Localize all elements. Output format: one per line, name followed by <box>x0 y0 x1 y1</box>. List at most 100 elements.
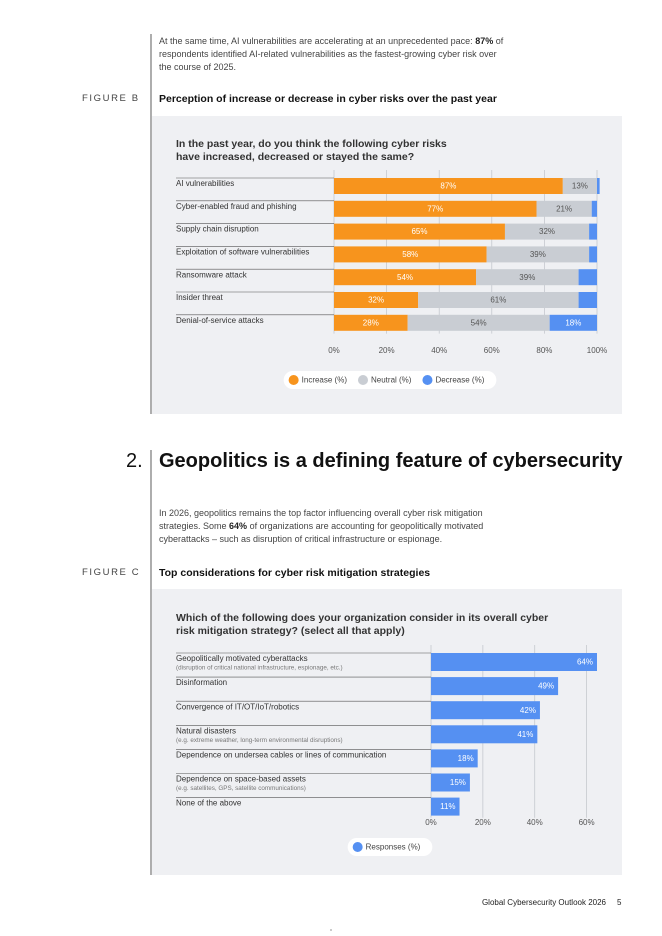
data-label: 32% <box>539 227 555 236</box>
legend-label: Increase (%) <box>302 376 348 385</box>
bar-segment <box>334 314 408 331</box>
data-label: 39% <box>519 273 535 282</box>
bar-segment <box>562 178 597 194</box>
text: of organizations are accounting for geop… <box>159 521 484 544</box>
figure-title: Perception of increase or decrease in cy… <box>159 93 497 105</box>
page-number: 5 <box>617 898 622 907</box>
category-label: Natural disasters <box>176 726 236 735</box>
data-label: 87% <box>440 182 456 191</box>
figure-label: FIGURE B <box>82 93 140 104</box>
category-label: Cyber-enabled fraud and phishing <box>176 202 297 211</box>
legend: Responses (%) <box>347 838 433 856</box>
bar-segment <box>431 677 559 696</box>
data-label: 54% <box>397 273 413 282</box>
legend-swatch <box>358 375 368 385</box>
data-label: 21% <box>556 204 572 213</box>
bar-segment <box>334 292 419 308</box>
bar-segment <box>431 773 470 792</box>
data-label: 61% <box>490 296 506 305</box>
bar-segment <box>597 178 600 194</box>
category-label: Exploitation of software vulnerabilities <box>176 248 309 257</box>
category-sublabel: (e.g. satellites, GPS, satellite communi… <box>176 785 306 792</box>
chart-question: Which of the following does your organiz… <box>176 612 549 637</box>
x-tick-label: 20% <box>475 818 491 827</box>
category-label: None of the above <box>176 799 242 808</box>
text: of respondents identified AI-related vul… <box>159 36 504 72</box>
data-label: 28% <box>363 318 379 327</box>
text: In 2026, geopolitics remains the top fac… <box>159 508 483 531</box>
figure-label: FIGURE C <box>82 567 141 578</box>
footer-text: Global Cybersecurity Outlook 2026 <box>481 898 606 907</box>
category-label: Disinformation <box>176 678 227 687</box>
bar-segment <box>591 200 597 217</box>
x-tick-label: 60% <box>579 818 595 827</box>
section-number: 2. <box>126 450 143 472</box>
bar-segment <box>334 223 505 240</box>
x-tick-label: 20% <box>379 346 395 355</box>
legend-background <box>347 838 433 856</box>
bar-segment <box>589 223 597 240</box>
x-tick-label: 40% <box>527 818 543 827</box>
data-label: 11% <box>440 802 455 811</box>
figure-panel <box>152 116 622 414</box>
data-label: 58% <box>402 250 418 259</box>
category-label: Ransomware attack <box>176 270 248 279</box>
bar-segment <box>431 653 597 671</box>
data-label: 18% <box>565 318 581 327</box>
x-tick-label: 40% <box>431 346 447 355</box>
category-label: Geopolitically motivated cyberattacks <box>176 654 308 663</box>
legend-label: Responses (%) <box>366 843 421 852</box>
bar-segment <box>578 269 597 286</box>
bar-segment <box>334 246 487 263</box>
data-label: 41% <box>517 730 533 739</box>
legend-swatch <box>288 375 299 385</box>
bar-segment <box>334 178 563 194</box>
page-dot <box>330 929 332 931</box>
body-paragraph: In 2026, geopolitics remains the top fac… <box>159 507 519 546</box>
text: At the same time, AI vulnerabilities are… <box>159 36 473 46</box>
bar-segment <box>418 292 579 308</box>
category-label: Dependence on undersea cables or lines o… <box>176 751 386 760</box>
data-label: 13% <box>572 182 588 191</box>
x-tick-label: 80% <box>536 346 552 355</box>
legend-background <box>283 371 497 389</box>
bar-segment <box>334 200 537 217</box>
figure-panel <box>152 589 622 875</box>
legend-label: Decrease (%) <box>435 376 484 385</box>
bar-segment <box>536 200 592 217</box>
bar-segment <box>589 246 597 263</box>
emphasis: 87% <box>475 36 494 46</box>
category-sublabel: (disruption of critical national infrast… <box>176 665 343 672</box>
chart-question: In the past year, do you think the follo… <box>176 138 447 163</box>
bar-segment <box>578 292 597 308</box>
bar-segment <box>431 701 540 720</box>
legend-label: Neutral (%) <box>371 376 412 385</box>
data-label: 42% <box>520 706 536 715</box>
legend-swatch <box>352 842 363 852</box>
data-label: 77% <box>427 204 443 213</box>
bar-segment <box>407 314 550 331</box>
legend-swatch <box>422 375 433 385</box>
data-label: 32% <box>368 296 384 305</box>
data-label: 65% <box>411 227 427 236</box>
data-label: 18% <box>458 754 474 763</box>
bar-segment <box>549 314 597 331</box>
data-label: 49% <box>538 682 554 691</box>
category-label: Convergence of IT/OT/IoT/robotics <box>176 702 299 711</box>
category-label: Denial-of-service attacks <box>176 316 264 325</box>
data-label: 15% <box>450 778 466 787</box>
section-title: Geopolitics is a defining feature of cyb… <box>159 450 623 472</box>
category-label: Supply chain disruption <box>176 225 259 234</box>
bar-segment <box>504 223 590 240</box>
bar-segment <box>431 725 538 744</box>
x-tick-label: 100% <box>587 346 607 355</box>
x-tick-label: 60% <box>484 346 500 355</box>
bar-segment <box>431 797 460 816</box>
data-label: 64% <box>577 658 593 667</box>
bar-segment <box>486 246 590 263</box>
bar-segment <box>476 269 579 286</box>
emphasis: 64% <box>229 521 248 531</box>
